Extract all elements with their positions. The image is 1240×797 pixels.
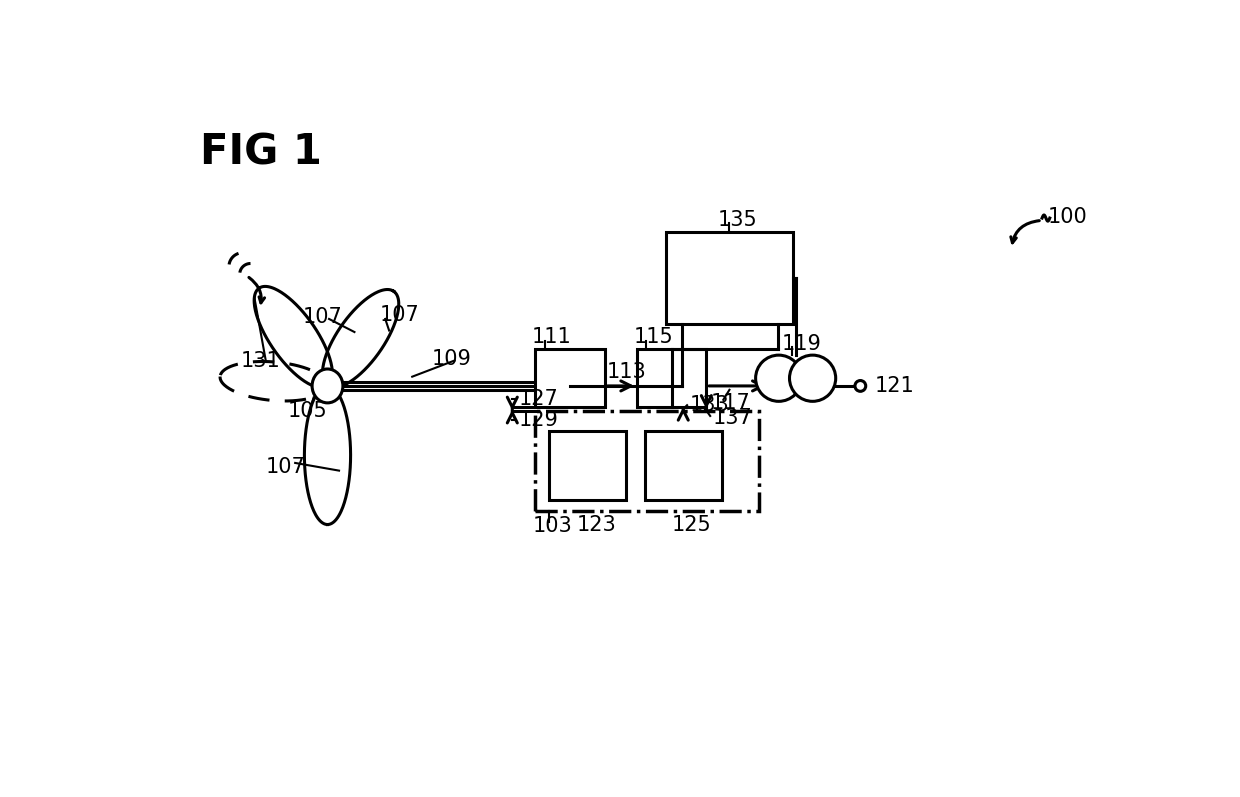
Bar	[536, 410, 759, 511]
Circle shape	[790, 355, 836, 402]
Text: 109: 109	[432, 349, 471, 369]
Text: 123: 123	[577, 515, 616, 535]
Text: 105: 105	[288, 402, 327, 422]
Bar	[549, 430, 626, 500]
Text: 107: 107	[303, 307, 342, 327]
Ellipse shape	[312, 369, 343, 402]
Text: 131: 131	[241, 351, 280, 371]
Text: 100: 100	[1048, 206, 1087, 226]
Text: 115: 115	[634, 328, 673, 347]
Text: 107: 107	[379, 305, 419, 325]
Text: 121: 121	[874, 376, 914, 396]
Text: 133: 133	[689, 395, 729, 415]
Bar	[645, 430, 722, 500]
Text: 125: 125	[672, 515, 712, 535]
Text: 119: 119	[781, 334, 822, 354]
Text: 117: 117	[711, 393, 750, 413]
Circle shape	[755, 355, 802, 402]
Circle shape	[854, 380, 866, 391]
Text: 137: 137	[713, 408, 753, 428]
Text: 135: 135	[718, 210, 758, 230]
Bar	[637, 349, 707, 406]
Text: 113: 113	[606, 362, 646, 382]
Text: 127: 127	[518, 389, 558, 409]
Text: 107: 107	[265, 457, 305, 477]
Bar	[536, 349, 605, 406]
Text: 111: 111	[532, 328, 572, 347]
Text: 129: 129	[518, 410, 558, 430]
Text: 103: 103	[533, 516, 573, 536]
Text: FIG 1: FIG 1	[201, 132, 322, 174]
Bar	[666, 232, 794, 324]
